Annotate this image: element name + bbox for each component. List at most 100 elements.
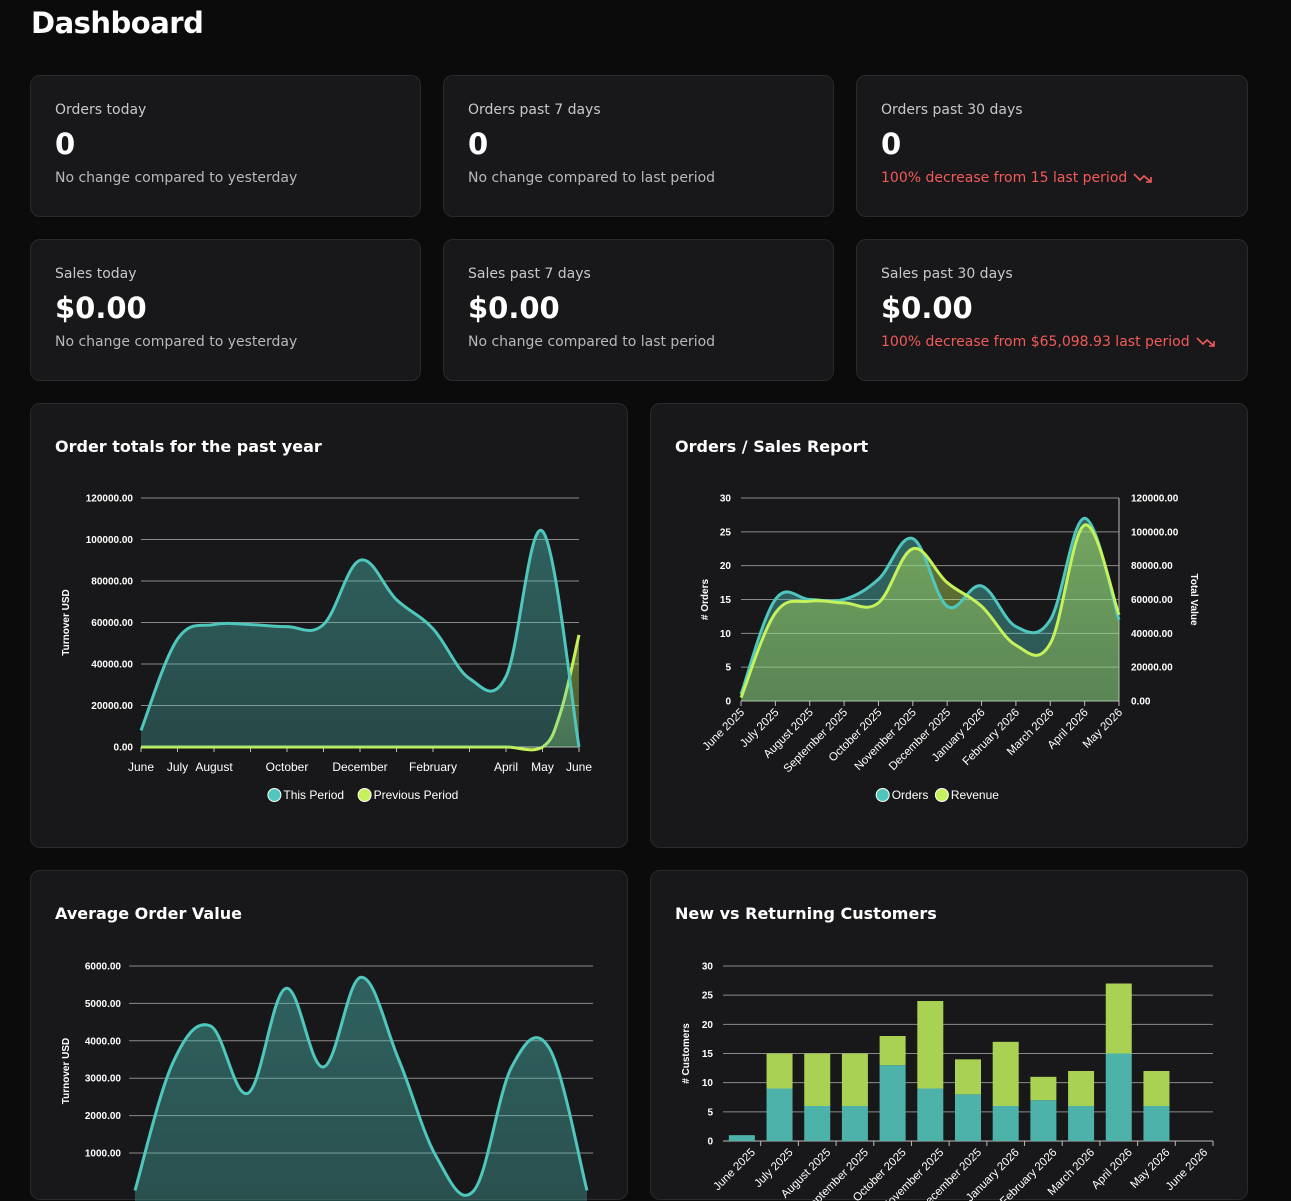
axis-label: # Customers <box>681 1023 692 1084</box>
series-area <box>141 530 579 747</box>
x-tick-label: June <box>128 760 154 774</box>
stat-compare: No change compared to yesterday <box>55 334 396 350</box>
trend-down-icon <box>1133 173 1153 183</box>
x-tick-label: November 2025 <box>853 707 919 773</box>
stat-compare: 100% decrease from $65,098.93 last perio… <box>881 334 1223 350</box>
x-tick-label: June 2025 <box>711 1147 757 1193</box>
avg-order-card: Average Order Value 1000.00 2000.00 3000.0… <box>30 870 628 1201</box>
bar-segment <box>1068 1071 1095 1106</box>
y-tick-label: 80000.00 <box>91 577 133 588</box>
stat-label: Orders past 30 days <box>881 102 1023 118</box>
y2-tick-label: 100000.00 <box>1131 527 1179 538</box>
orders-sales-chart: 0 0.00 5 20000.00 10 40000.00 15 60000.00 20 8000… <box>700 494 1199 802</box>
stat-compare-text: 100% decrease from 15 last period <box>881 170 1128 186</box>
y-tick-label: 5 <box>707 1107 713 1118</box>
axis-label: Total Value <box>1188 573 1199 625</box>
y-tick-label: 3000.00 <box>85 1074 122 1085</box>
stat-compare-text: No change compared to yesterday <box>55 334 298 350</box>
y2-tick-label: 0.00 <box>1131 697 1151 708</box>
stat-compare-text: 100% decrease from $65,098.93 last perio… <box>881 334 1190 350</box>
bar-segment <box>841 1106 868 1141</box>
legend-marker <box>934 788 949 802</box>
bar-segment <box>1143 1106 1170 1141</box>
stat-card-sales-today: Sales today $0.00 No change compared to … <box>30 239 421 381</box>
stat-card-sales-7-days: Sales past 7 days $0.00 No change compar… <box>443 239 834 381</box>
y-tick-label: 20000.00 <box>91 701 133 712</box>
bar-segment <box>804 1106 831 1141</box>
series-line <box>739 523 1121 699</box>
stat-value: $0.00 <box>55 291 147 325</box>
stat-value: 0 <box>881 127 902 161</box>
y-tick-label: 5000.00 <box>85 999 122 1010</box>
series-line <box>133 975 589 1197</box>
x-tick-label: June <box>566 760 592 774</box>
bar-segment <box>1105 983 1132 1054</box>
chart-title: Order totals for the past year <box>55 437 322 456</box>
stat-compare: No change compared to last period <box>468 334 809 350</box>
series-area <box>135 977 587 1201</box>
x-tick-label: April 2026 <box>1090 1147 1135 1192</box>
bar-segment <box>955 1059 981 1095</box>
y-tick-label: 15 <box>702 1049 714 1060</box>
bar-segment <box>1030 1100 1057 1141</box>
stat-value: $0.00 <box>468 291 560 325</box>
bar-segment <box>728 1135 755 1141</box>
legend-label: Revenue <box>951 788 999 802</box>
avg-order-chart: 1000.00 2000.00 3000.00 4000.00 5000.00 6000.… <box>61 962 593 1201</box>
stat-compare: 100% decrease from 15 last period <box>881 170 1223 186</box>
axis-label: # Orders <box>700 578 711 620</box>
trend-down-icon <box>1196 337 1215 347</box>
stat-label: Sales past 30 days <box>881 266 1013 282</box>
y-tick-label: 100000.00 <box>86 535 134 546</box>
stat-card-sales-30-days: Sales past 30 days $0.00 100% decrease f… <box>856 239 1248 381</box>
y-tick-label: 5 <box>725 663 731 674</box>
stat-compare-text: No change compared to yesterday <box>55 170 298 186</box>
orders-sales-card: Orders / Sales Report 0 0.00 5 20000.00 10 40… <box>650 403 1248 848</box>
y-tick-label: 25 <box>720 527 732 538</box>
stat-value: 0 <box>55 127 76 161</box>
legend-label: Orders <box>892 788 929 802</box>
series-area <box>741 524 1119 701</box>
x-tick-label: December <box>332 760 387 774</box>
bar-segment <box>992 1041 1019 1106</box>
bar-segment <box>992 1106 1019 1141</box>
y2-tick-label: 120000.00 <box>1131 494 1179 505</box>
order-totals-chart: 0.00 20000.00 40000.00 60000.00 80000.00 1000… <box>61 494 592 802</box>
x-tick-label: June 2025 <box>701 707 747 753</box>
chart-title: Average Order Value <box>55 904 242 923</box>
stat-compare: No change compared to last period <box>468 170 809 186</box>
y-tick-label: 10 <box>720 629 732 640</box>
y-tick-label: 15 <box>720 595 732 606</box>
bar-segment <box>955 1094 981 1141</box>
y-tick-label: 60000.00 <box>91 618 133 629</box>
bar-segment <box>1105 1053 1132 1141</box>
chart-title: Orders / Sales Report <box>675 437 869 456</box>
bar-segment <box>1030 1076 1057 1101</box>
stat-card-orders-30-days: Orders past 30 days 0 100% decrease from… <box>856 75 1248 217</box>
x-tick-label: December 2025 <box>887 707 953 773</box>
y2-tick-label: 80000.00 <box>1131 561 1173 572</box>
axis-label: Turnover USD <box>61 1038 72 1105</box>
chart-title: New vs Returning Customers <box>675 904 937 923</box>
y-tick-label: 20 <box>720 561 732 572</box>
y-tick-label: 4000.00 <box>85 1036 122 1047</box>
page-title: Dashboard <box>31 6 204 40</box>
x-tick-label: August <box>195 760 233 774</box>
y-tick-label: 10 <box>702 1078 714 1089</box>
stat-compare-text: No change compared to last period <box>468 334 716 350</box>
x-tick-label: April <box>494 760 518 774</box>
stat-value: $0.00 <box>881 291 973 325</box>
y-tick-label: 0 <box>725 697 731 708</box>
bar-segment <box>917 1088 944 1141</box>
series-line <box>739 516 1121 695</box>
y-tick-label: 40000.00 <box>91 660 133 671</box>
x-tick-label: May <box>531 760 554 774</box>
stat-card-orders-today: Orders today 0 No change compared to yes… <box>30 75 421 217</box>
y-tick-label: 30 <box>720 494 732 505</box>
y-tick-label: 0.00 <box>114 743 134 754</box>
y-tick-label: 1000.00 <box>85 1149 122 1160</box>
y-tick-label: 25 <box>702 991 714 1002</box>
bar-segment <box>804 1053 831 1106</box>
stat-compare: No change compared to yesterday <box>55 170 396 186</box>
